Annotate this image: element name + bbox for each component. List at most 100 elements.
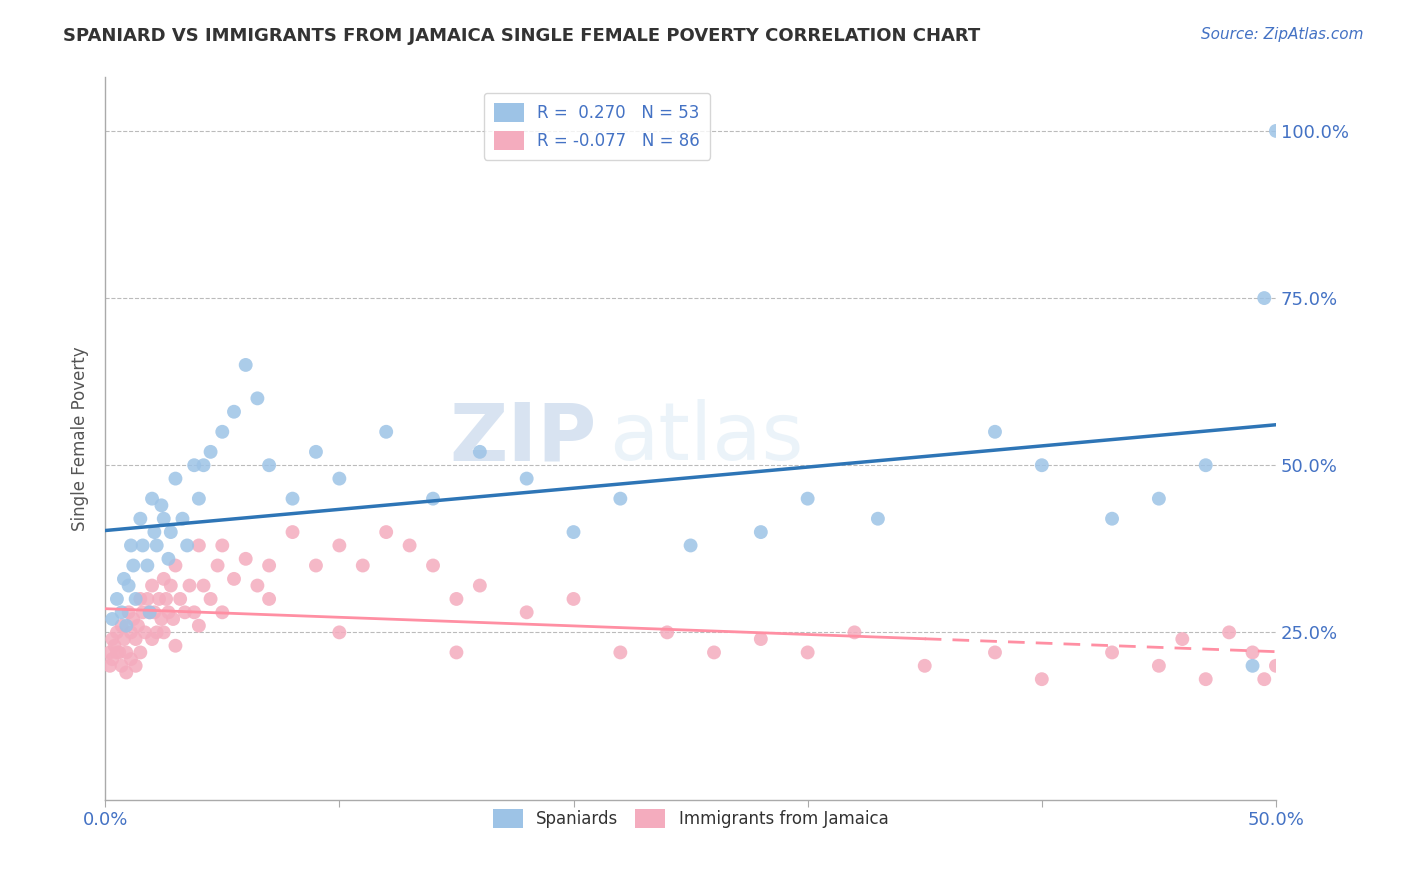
Point — [141, 491, 163, 506]
Point — [187, 538, 209, 552]
Point — [162, 612, 184, 626]
Point — [152, 625, 174, 640]
Point — [115, 665, 138, 680]
Point — [516, 605, 538, 619]
Point — [124, 632, 146, 646]
Point — [131, 538, 153, 552]
Point — [305, 558, 328, 573]
Point — [193, 578, 215, 592]
Point — [101, 652, 124, 666]
Point — [117, 578, 139, 592]
Text: atlas: atlas — [609, 400, 803, 477]
Point — [136, 558, 159, 573]
Point — [1101, 645, 1123, 659]
Point — [984, 645, 1007, 659]
Point — [187, 491, 209, 506]
Point — [131, 605, 153, 619]
Point — [1253, 672, 1275, 686]
Point — [1147, 658, 1170, 673]
Point — [281, 491, 304, 506]
Point — [422, 491, 444, 506]
Point — [200, 445, 222, 459]
Point — [468, 578, 491, 592]
Point — [844, 625, 866, 640]
Point — [1101, 512, 1123, 526]
Point — [105, 591, 128, 606]
Point — [328, 472, 350, 486]
Point — [101, 632, 124, 646]
Point — [446, 645, 468, 659]
Point — [749, 632, 772, 646]
Point — [122, 558, 145, 573]
Point — [110, 605, 132, 619]
Point — [150, 499, 173, 513]
Point — [1241, 658, 1264, 673]
Point — [136, 591, 159, 606]
Point — [165, 639, 187, 653]
Point — [108, 645, 131, 659]
Point — [657, 625, 679, 640]
Point — [257, 591, 280, 606]
Point — [796, 645, 818, 659]
Point — [749, 525, 772, 540]
Point — [609, 491, 631, 506]
Point — [134, 625, 156, 640]
Point — [143, 525, 166, 540]
Text: SPANIARD VS IMMIGRANTS FROM JAMAICA SINGLE FEMALE POVERTY CORRELATION CHART: SPANIARD VS IMMIGRANTS FROM JAMAICA SING… — [63, 27, 980, 45]
Point — [124, 591, 146, 606]
Point — [129, 512, 152, 526]
Point — [984, 425, 1007, 439]
Point — [105, 645, 128, 659]
Point — [1031, 672, 1053, 686]
Point — [1171, 632, 1194, 646]
Point — [422, 558, 444, 573]
Point — [1147, 491, 1170, 506]
Point — [179, 578, 201, 592]
Point — [211, 425, 233, 439]
Point — [246, 578, 269, 592]
Point — [796, 491, 818, 506]
Point — [1195, 458, 1218, 473]
Point — [222, 572, 245, 586]
Point — [172, 512, 194, 526]
Point — [165, 472, 187, 486]
Point — [98, 645, 121, 659]
Point — [235, 551, 257, 566]
Point — [375, 525, 398, 540]
Point — [110, 618, 132, 632]
Point — [150, 612, 173, 626]
Point — [193, 458, 215, 473]
Point — [187, 618, 209, 632]
Point — [120, 625, 142, 640]
Point — [398, 538, 420, 552]
Point — [235, 358, 257, 372]
Point — [129, 645, 152, 659]
Point — [122, 612, 145, 626]
Point — [1195, 672, 1218, 686]
Y-axis label: Single Female Poverty: Single Female Poverty — [72, 346, 89, 531]
Point — [176, 538, 198, 552]
Point — [257, 558, 280, 573]
Point — [155, 591, 177, 606]
Point — [446, 591, 468, 606]
Point — [127, 618, 149, 632]
Point — [110, 658, 132, 673]
Point — [200, 591, 222, 606]
Point — [1031, 458, 1053, 473]
Point — [1241, 645, 1264, 659]
Point — [112, 572, 135, 586]
Point — [562, 525, 585, 540]
Point — [1265, 124, 1288, 138]
Point — [183, 458, 205, 473]
Point — [115, 618, 138, 632]
Point — [207, 558, 229, 573]
Point — [1265, 658, 1288, 673]
Text: Source: ZipAtlas.com: Source: ZipAtlas.com — [1201, 27, 1364, 42]
Point — [145, 625, 167, 640]
Point — [328, 625, 350, 640]
Point — [117, 605, 139, 619]
Point — [609, 645, 631, 659]
Point — [120, 538, 142, 552]
Point — [120, 652, 142, 666]
Point — [159, 578, 181, 592]
